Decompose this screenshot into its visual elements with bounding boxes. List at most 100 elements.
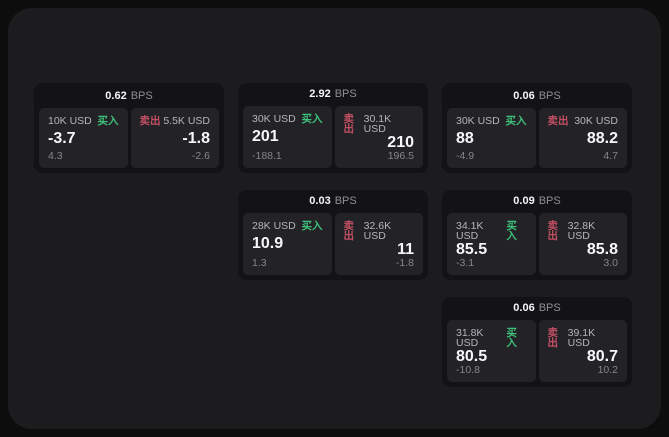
sell-delta: -2.6 [191, 149, 210, 162]
buy-amount: 28K USD [252, 219, 296, 232]
sell-price: 210 [387, 133, 414, 151]
sell-amount: 32.6K USD [363, 219, 392, 242]
sell-panel[interactable]: 卖出 32.6K USD 11 -1.8 [334, 212, 423, 275]
sell-panel[interactable]: 卖出 30K USD 88.2 4.7 [538, 108, 627, 168]
bps-value: 0.06 [513, 302, 535, 315]
buy-delta: -10.8 [456, 363, 480, 376]
sell-price: 80.7 [586, 347, 618, 365]
quote-panels: 31.8K USD 买入 80.5 -10.8 卖出 39.1K USD 80.… [442, 319, 632, 388]
bps-value: 0.03 [309, 195, 331, 208]
bps-header: 0.09 BPS [442, 190, 632, 213]
sell-amount: 30K USD [574, 115, 618, 127]
buy-delta: 4.3 [48, 149, 63, 162]
sell-delta: 196.5 [387, 149, 414, 162]
sell-panel-top: 卖出 32.8K USD [547, 219, 619, 242]
sell-delta: -1.8 [395, 256, 414, 269]
quote-card: 0.09 BPS 34.1K USD 买入 85.5 -3.1 卖出 32.8K… [442, 190, 632, 280]
quote-card: 0.62 BPS 10K USD 买入 -3.7 4.3 卖出 5.5K USD… [34, 83, 224, 173]
sell-panel-top: 卖出 32.6K USD [343, 219, 415, 242]
buy-side-label: 买入 [505, 115, 527, 127]
bps-header: 0.03 BPS [238, 190, 428, 213]
buy-amount: 30K USD [456, 115, 500, 127]
bps-header: 0.06 BPS [442, 83, 632, 108]
bps-value: 2.92 [309, 88, 331, 101]
buy-panel[interactable]: 30K USD 买入 88 -4.9 [447, 108, 536, 168]
bps-value: 0.09 [513, 195, 535, 208]
buy-panel-top: 10K USD 买入 [48, 116, 119, 127]
bps-value: 0.06 [513, 89, 535, 102]
buy-amount: 30K USD [252, 112, 296, 125]
buy-panel[interactable]: 34.1K USD 买入 85.5 -3.1 [447, 212, 536, 275]
buy-side-label: 买入 [301, 219, 323, 232]
buy-price: 85.5 [456, 240, 488, 258]
sell-price: 85.8 [586, 240, 618, 258]
buy-side-label: 买入 [506, 219, 517, 242]
sell-amount: 39.1K USD [567, 326, 596, 349]
sell-amount: 5.5K USD [163, 115, 210, 127]
quote-panels: 34.1K USD 买入 85.5 -3.1 卖出 32.8K USD 85.8… [442, 212, 632, 281]
buy-panel-top: 30K USD 买入 [252, 112, 323, 125]
sell-amount: 32.8K USD [567, 219, 596, 242]
sell-side-label: 卖出 [547, 219, 559, 242]
bps-header: 2.92 BPS [238, 83, 428, 106]
buy-price: 10.9 [252, 235, 284, 253]
sell-side-label: 卖出 [547, 115, 569, 127]
sell-panel-top: 卖出 30K USD [548, 116, 619, 127]
quote-card: 0.06 BPS 31.8K USD 买入 80.5 -10.8 卖出 39.1… [442, 297, 632, 387]
buy-price: -3.7 [48, 129, 76, 147]
sell-panel[interactable]: 卖出 32.8K USD 85.8 3.0 [538, 212, 627, 275]
bps-value: 0.62 [105, 89, 127, 102]
buy-delta: -3.1 [456, 256, 475, 269]
buy-delta: -4.9 [456, 149, 475, 162]
bps-unit-label: BPS [538, 195, 561, 208]
sell-side-label: 卖出 [343, 219, 355, 242]
cards-grid: 0.62 BPS 10K USD 买入 -3.7 4.3 卖出 5.5K USD… [34, 83, 632, 387]
sell-price: 88.2 [586, 129, 618, 147]
sell-panel[interactable]: 卖出 30.1K USD 210 196.5 [334, 105, 423, 168]
sell-panel-top: 卖出 39.1K USD [548, 326, 619, 349]
buy-amount: 34.1K USD [456, 219, 484, 242]
buy-side-label: 买入 [97, 115, 119, 127]
sell-delta: 3.0 [603, 256, 618, 269]
sell-amount: 30.1K USD [363, 112, 392, 135]
quote-panels: 30K USD 买入 201 -188.1 卖出 30.1K USD 210 1… [238, 105, 428, 174]
sell-panel[interactable]: 卖出 5.5K USD -1.8 -2.6 [130, 108, 219, 168]
buy-amount: 31.8K USD [456, 326, 484, 349]
buy-price: 201 [252, 128, 279, 146]
buy-price: 80.5 [456, 347, 488, 365]
buy-panel[interactable]: 31.8K USD 买入 80.5 -10.8 [447, 319, 536, 382]
sell-delta: 10.2 [597, 363, 618, 376]
buy-panel-top: 28K USD 买入 [252, 219, 323, 232]
quote-card: 0.06 BPS 30K USD 买入 88 -4.9 卖出 30K USD 8… [442, 83, 632, 173]
buy-amount: 10K USD [48, 115, 92, 127]
buy-side-label: 买入 [506, 326, 517, 349]
buy-panel-top: 34.1K USD 买入 [456, 219, 527, 242]
buy-panel[interactable]: 30K USD 买入 201 -188.1 [243, 105, 332, 168]
main-surface: 0.62 BPS 10K USD 买入 -3.7 4.3 卖出 5.5K USD… [8, 8, 661, 429]
sell-panel[interactable]: 卖出 39.1K USD 80.7 10.2 [538, 319, 627, 382]
buy-price: 88 [456, 129, 474, 147]
bps-unit-label: BPS [334, 195, 357, 208]
quote-card: 2.92 BPS 30K USD 买入 201 -188.1 卖出 30.1K … [238, 83, 428, 173]
buy-panel-top: 30K USD 买入 [456, 116, 527, 127]
sell-side-label: 卖出 [343, 112, 355, 135]
sell-panel-top: 卖出 30.1K USD [343, 112, 415, 135]
quote-card: 0.03 BPS 28K USD 买入 10.9 1.3 卖出 32.6K US… [238, 190, 428, 280]
buy-delta: -188.1 [252, 149, 282, 162]
sell-price: 11 [397, 240, 414, 258]
bps-unit-label: BPS [130, 89, 153, 102]
buy-panel[interactable]: 28K USD 买入 10.9 1.3 [243, 212, 332, 275]
bps-unit-label: BPS [334, 88, 357, 101]
buy-panel-top: 31.8K USD 买入 [456, 326, 527, 349]
quote-panels: 30K USD 买入 88 -4.9 卖出 30K USD 88.2 4.7 [442, 108, 632, 173]
sell-side-label: 卖出 [139, 115, 161, 127]
quote-panels: 28K USD 买入 10.9 1.3 卖出 32.6K USD 11 -1.8 [238, 212, 428, 281]
bps-header: 0.06 BPS [442, 297, 632, 320]
buy-side-label: 买入 [301, 112, 323, 125]
bps-unit-label: BPS [538, 302, 561, 315]
buy-delta: 1.3 [252, 256, 267, 269]
sell-panel-top: 卖出 5.5K USD [140, 116, 211, 127]
bps-header: 0.62 BPS [34, 83, 224, 108]
sell-delta: 4.7 [603, 149, 618, 162]
buy-panel[interactable]: 10K USD 买入 -3.7 4.3 [39, 108, 128, 168]
